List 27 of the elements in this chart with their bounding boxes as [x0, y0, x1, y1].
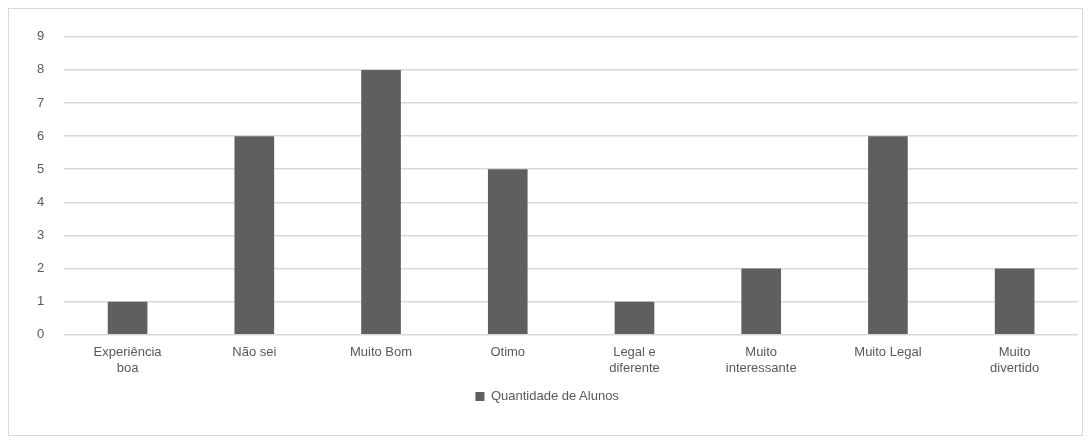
bar	[868, 136, 908, 335]
bar	[994, 268, 1035, 335]
y-tick-label: 6	[37, 127, 45, 143]
y-tick-label: 0	[37, 326, 45, 342]
bar	[234, 136, 275, 335]
x-tick-label: Experiência boa	[93, 344, 163, 375]
y-tick-label: 7	[37, 94, 45, 110]
x-tick-label: Muito divertido	[990, 344, 1040, 375]
y-tick-label: 2	[37, 260, 45, 276]
x-tick-label: Muito interessante	[725, 344, 797, 375]
y-tick-label: 8	[37, 61, 45, 77]
bar	[361, 69, 401, 335]
x-tick-label: Otimo	[490, 344, 526, 360]
x-tick-label: Não sei	[232, 344, 277, 360]
bar	[741, 268, 782, 335]
x-tick-label: Muito Legal	[854, 344, 922, 360]
y-tick-label: 4	[37, 193, 45, 209]
bar	[107, 301, 148, 335]
y-tick-label: 3	[37, 227, 45, 243]
bar	[614, 301, 655, 335]
x-tick-label: Muito Bom	[349, 344, 413, 360]
y-tick-label: 1	[37, 293, 45, 309]
y-tick-label: 5	[37, 160, 45, 176]
bar	[487, 169, 528, 335]
y-tick-label: 9	[37, 28, 45, 44]
x-tick-label: Legal e diferente	[609, 344, 660, 375]
legend-label: Quantidade de Alunos	[490, 388, 620, 404]
